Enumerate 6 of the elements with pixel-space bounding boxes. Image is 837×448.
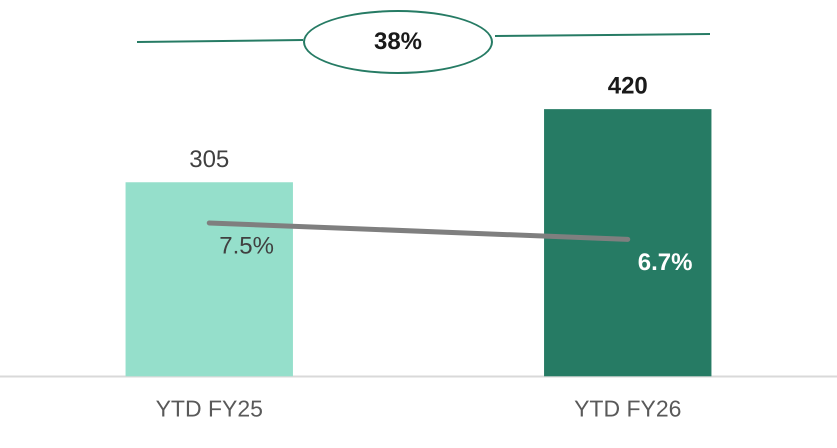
x-tick-label: YTD FY26 [574,396,682,422]
x-tick-label: YTD FY25 [156,396,263,422]
data-label: 420 [608,72,648,100]
data-label: 305 [189,146,230,173]
data-label: 7.5% [219,232,274,260]
data-label: 6.7% [638,248,692,276]
